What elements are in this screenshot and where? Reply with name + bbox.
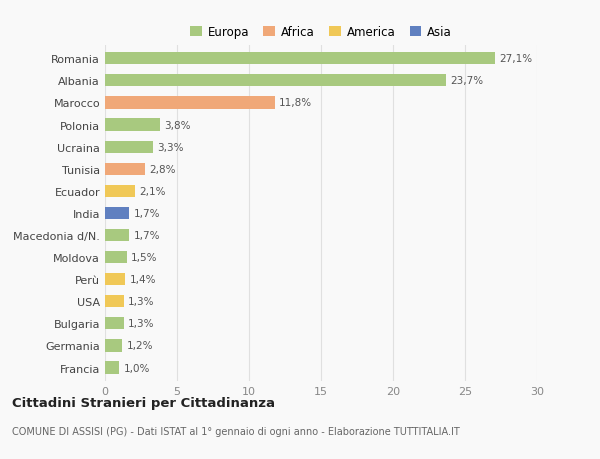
Text: 23,7%: 23,7% bbox=[451, 76, 484, 86]
Bar bbox=[105, 362, 119, 374]
Bar bbox=[105, 296, 124, 308]
Text: 2,1%: 2,1% bbox=[140, 186, 166, 196]
Bar bbox=[105, 141, 152, 153]
Bar bbox=[105, 163, 145, 175]
Bar bbox=[105, 252, 127, 263]
Bar bbox=[105, 119, 160, 131]
Text: 1,4%: 1,4% bbox=[130, 274, 156, 285]
Text: 1,7%: 1,7% bbox=[134, 230, 160, 241]
Bar bbox=[105, 185, 135, 197]
Text: 3,8%: 3,8% bbox=[164, 120, 191, 130]
Bar bbox=[105, 97, 275, 109]
Text: 11,8%: 11,8% bbox=[279, 98, 313, 108]
Text: 1,2%: 1,2% bbox=[127, 341, 153, 351]
Bar bbox=[105, 340, 122, 352]
Legend: Europa, Africa, America, Asia: Europa, Africa, America, Asia bbox=[188, 23, 454, 41]
Bar bbox=[105, 75, 446, 87]
Bar bbox=[105, 230, 130, 241]
Text: COMUNE DI ASSISI (PG) - Dati ISTAT al 1° gennaio di ogni anno - Elaborazione TUT: COMUNE DI ASSISI (PG) - Dati ISTAT al 1°… bbox=[12, 426, 460, 436]
Text: 3,3%: 3,3% bbox=[157, 142, 184, 152]
Text: 1,5%: 1,5% bbox=[131, 252, 157, 263]
Text: 1,7%: 1,7% bbox=[134, 208, 160, 218]
Text: 27,1%: 27,1% bbox=[500, 54, 533, 64]
Text: 1,3%: 1,3% bbox=[128, 319, 155, 329]
Bar bbox=[105, 318, 124, 330]
Text: Cittadini Stranieri per Cittadinanza: Cittadini Stranieri per Cittadinanza bbox=[12, 396, 275, 409]
Bar bbox=[105, 274, 125, 285]
Text: 1,0%: 1,0% bbox=[124, 363, 150, 373]
Bar bbox=[105, 53, 495, 65]
Text: 1,3%: 1,3% bbox=[128, 297, 155, 307]
Bar bbox=[105, 207, 130, 219]
Text: 2,8%: 2,8% bbox=[149, 164, 176, 174]
